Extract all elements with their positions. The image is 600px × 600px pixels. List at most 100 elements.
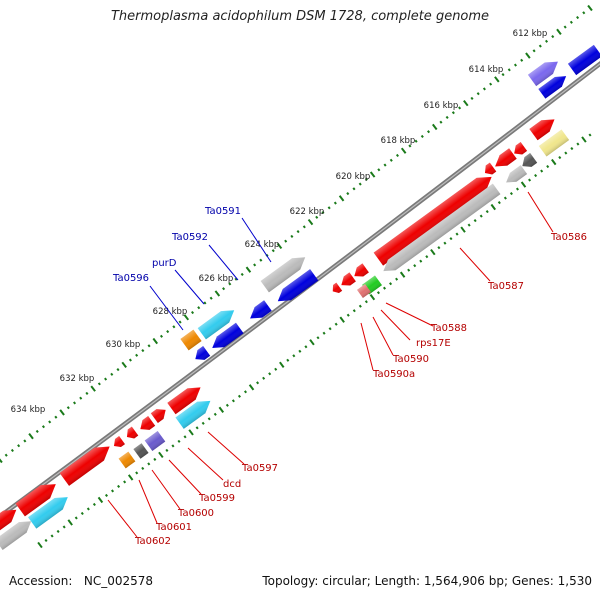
gene-feature[interactable]	[246, 300, 272, 323]
gene-feature[interactable]	[144, 431, 166, 451]
gene-feature[interactable]	[274, 269, 319, 307]
minor-tick	[532, 49, 536, 53]
gene-feature[interactable]	[133, 443, 149, 459]
minor-tick	[333, 201, 337, 205]
minor-tick	[292, 354, 296, 358]
gene-feature[interactable]	[124, 426, 139, 442]
minor-tick	[62, 525, 66, 529]
minor-tick	[135, 471, 139, 475]
gene-label[interactable]: dcd	[223, 479, 241, 490]
gene-feature[interactable]	[197, 305, 239, 340]
gene-feature[interactable]	[0, 504, 20, 532]
gene-label[interactable]: Ta0588	[430, 323, 467, 334]
ruler-label: 620 kbp	[336, 172, 371, 182]
gene-feature[interactable]	[503, 165, 528, 187]
gene-label[interactable]: Ta0599	[198, 493, 235, 504]
gene-feature[interactable]	[330, 282, 343, 296]
minor-tick	[576, 142, 580, 146]
minor-tick	[479, 214, 483, 218]
gene-label[interactable]: Ta0590a	[372, 369, 415, 380]
minor-tick	[135, 353, 139, 357]
gene-feature[interactable]	[482, 162, 497, 178]
gene-feature[interactable]	[567, 44, 600, 76]
gene-feature[interactable]	[150, 405, 169, 423]
gene-label[interactable]: Ta0596	[112, 273, 149, 284]
leader-line	[149, 285, 184, 331]
gene-feature[interactable]	[180, 329, 202, 351]
gene-feature[interactable]	[0, 516, 35, 551]
major-tick	[556, 28, 562, 35]
minor-tick	[296, 230, 300, 234]
minor-tick	[172, 325, 176, 329]
major-tick	[309, 339, 315, 346]
gene-feature[interactable]	[380, 183, 501, 277]
major-tick	[551, 158, 557, 166]
minor-tick	[395, 153, 399, 158]
gene-feature[interactable]	[59, 440, 115, 486]
gene-feature[interactable]	[192, 346, 211, 364]
label-leaders	[107, 191, 554, 538]
gene-feature[interactable]	[529, 114, 558, 141]
gene-label[interactable]: Ta0601	[155, 522, 192, 533]
major-tick	[431, 123, 438, 131]
minor-tick	[304, 345, 308, 349]
major-tick	[581, 136, 587, 143]
gene-feature[interactable]	[260, 252, 310, 293]
gene-feature[interactable]	[208, 322, 244, 354]
minor-tick	[414, 139, 418, 143]
gene-feature[interactable]	[15, 478, 60, 517]
major-tick	[276, 242, 283, 250]
minor-tick	[234, 277, 238, 281]
gene-label[interactable]: Ta0592	[171, 232, 208, 243]
minor-tick	[290, 234, 294, 238]
minor-tick	[364, 300, 368, 304]
minor-tick	[376, 291, 380, 295]
gene-label[interactable]: rps17E	[416, 338, 451, 349]
leader-line	[151, 469, 181, 510]
major-tick	[127, 474, 134, 481]
topology-label: Topology:	[262, 574, 319, 588]
gene-label[interactable]: Ta0597	[241, 463, 278, 474]
minor-tick	[437, 246, 441, 250]
gene-feature[interactable]	[527, 56, 562, 87]
minor-tick	[153, 457, 157, 461]
minor-tick	[44, 538, 48, 543]
gene-feature[interactable]	[111, 436, 125, 450]
gene-feature[interactable]	[351, 263, 369, 280]
minor-tick	[56, 529, 60, 534]
gene-feature[interactable]	[538, 71, 569, 99]
gene-feature[interactable]	[373, 170, 497, 266]
length-value: 1,564,906 bp	[423, 574, 504, 588]
minor-tick	[563, 25, 567, 29]
gene-feature[interactable]	[137, 416, 156, 434]
gene-label[interactable]: Ta0591	[204, 206, 241, 217]
gene-feature[interactable]	[175, 395, 215, 429]
gene-feature[interactable]	[357, 284, 371, 298]
gene-feature[interactable]	[338, 272, 356, 289]
gene-feature[interactable]	[519, 153, 538, 171]
gene-label[interactable]: Ta0602	[134, 536, 171, 547]
minor-tick	[443, 241, 447, 245]
gene-feature[interactable]	[511, 142, 528, 158]
gene-label[interactable]: Ta0600	[177, 508, 214, 519]
gene-label[interactable]: Ta0586	[550, 232, 587, 243]
gene-label[interactable]: Ta0587	[487, 281, 524, 292]
leader-line	[168, 459, 202, 495]
gene-feature[interactable]	[118, 451, 136, 469]
minor-tick	[482, 87, 486, 91]
minor-tick	[209, 296, 213, 300]
minor-tick	[203, 301, 207, 305]
gene-feature[interactable]	[167, 382, 204, 415]
minor-tick	[141, 349, 145, 353]
minor-tick	[256, 381, 260, 385]
minor-tick	[302, 225, 306, 229]
gene-feature[interactable]	[28, 491, 72, 529]
gene-label[interactable]: purD	[152, 258, 177, 269]
ruler-label: 618 kbp	[381, 136, 416, 146]
gene-label[interactable]: Ta0590	[392, 354, 429, 365]
minor-tick	[389, 158, 393, 162]
ruler-label: 634 kbp	[11, 405, 46, 415]
gene-feature[interactable]	[538, 129, 570, 157]
leader-line	[385, 302, 434, 327]
gene-feature[interactable]	[491, 148, 517, 171]
